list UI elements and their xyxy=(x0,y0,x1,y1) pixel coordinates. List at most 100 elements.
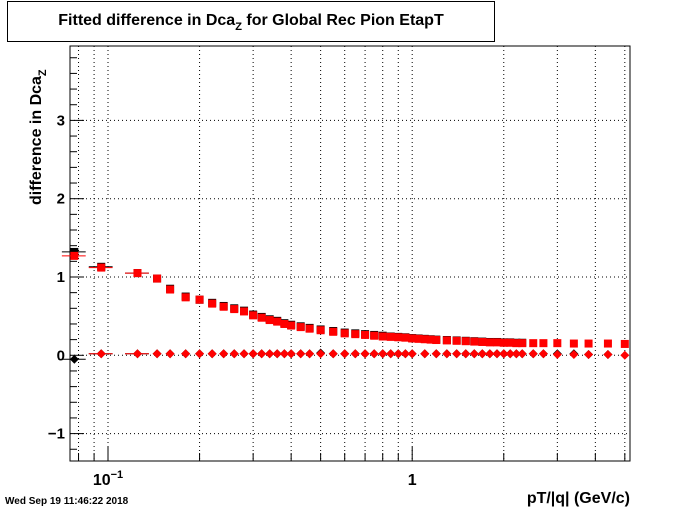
data-point-square xyxy=(378,332,387,341)
data-point-square xyxy=(518,339,527,348)
data-point-square xyxy=(603,339,612,348)
data-point-diamond xyxy=(152,349,162,359)
data-point-diamond xyxy=(477,349,487,359)
data-point-diamond xyxy=(538,349,548,359)
data-point-square xyxy=(361,330,370,339)
data-point-square xyxy=(452,336,461,345)
data-point-diamond xyxy=(431,349,441,359)
data-point-diamond xyxy=(272,349,282,359)
data-point-square xyxy=(506,338,515,347)
data-point-square xyxy=(620,339,629,348)
data-point-square xyxy=(394,333,403,342)
y-tick-label: 0 xyxy=(57,347,65,364)
data-point-square xyxy=(499,338,508,347)
data-point-square xyxy=(351,330,360,339)
data-point-diamond xyxy=(316,349,326,359)
data-point-diamond xyxy=(378,349,388,359)
data-point-square xyxy=(97,263,106,272)
data-point-diamond xyxy=(296,349,306,359)
data-point-diamond xyxy=(393,349,403,359)
data-point-diamond xyxy=(369,349,379,359)
data-point-diamond xyxy=(505,349,515,359)
data-point-square xyxy=(478,337,487,346)
data-point-square xyxy=(492,338,501,347)
data-point-square xyxy=(195,295,204,304)
data-point-square xyxy=(426,335,435,344)
data-point-diamond xyxy=(360,349,370,359)
data-point-diamond xyxy=(407,349,417,359)
data-point-diamond xyxy=(181,349,191,359)
plot-frame xyxy=(69,45,631,462)
data-point-diamond xyxy=(248,349,258,359)
data-point-diamond xyxy=(350,349,360,359)
y-axis-label: difference in DcaZ xyxy=(28,69,49,205)
data-point-diamond xyxy=(461,349,471,359)
data-point-diamond xyxy=(257,349,267,359)
x-axis-label: pT/|q| (GeV/c) xyxy=(526,490,630,507)
data-point-diamond xyxy=(552,350,562,360)
data-point-diamond xyxy=(499,349,509,359)
data-point-square xyxy=(370,331,379,340)
data-point-diamond xyxy=(305,349,315,359)
data-point-square xyxy=(265,316,274,325)
data-point-diamond xyxy=(328,349,338,359)
data-point-diamond xyxy=(219,349,229,359)
data-point-diamond xyxy=(603,350,613,360)
chart-title: Fitted difference in DcaZ for Global Rec… xyxy=(58,12,444,33)
data-point-diamond xyxy=(239,349,249,359)
data-point-square xyxy=(408,334,417,343)
data-point-diamond xyxy=(69,354,79,364)
data-point-diamond xyxy=(165,349,175,359)
data-point-square xyxy=(329,327,338,336)
data-point-diamond xyxy=(584,350,594,360)
data-point-square xyxy=(539,339,548,348)
data-point-diamond xyxy=(492,349,502,359)
y-tick-label: 1 xyxy=(57,269,65,286)
data-point-square xyxy=(166,285,175,294)
data-point-diamond xyxy=(265,349,275,359)
chart-title-box: Fitted difference in DcaZ for Global Rec… xyxy=(7,1,495,42)
data-point-diamond xyxy=(569,350,579,360)
data-point-square xyxy=(401,333,410,342)
data-point-square xyxy=(133,269,142,278)
data-point-square xyxy=(584,339,593,348)
data-point-square xyxy=(230,305,239,314)
data-point-diamond xyxy=(340,349,350,359)
data-point-square xyxy=(470,337,479,346)
data-point-diamond xyxy=(132,349,142,359)
data-point-square xyxy=(208,299,217,308)
data-point-diamond xyxy=(485,349,495,359)
data-point-diamond xyxy=(386,349,396,359)
x-tick-label: 10−1 xyxy=(93,469,123,489)
data-point-diamond xyxy=(279,349,289,359)
data-point-diamond xyxy=(511,349,521,359)
data-point-diamond xyxy=(517,349,527,359)
data-point-square xyxy=(305,324,314,333)
data-point-square xyxy=(442,336,451,345)
data-point-square xyxy=(386,332,395,341)
data-point-square xyxy=(280,319,289,328)
data-point-square xyxy=(414,334,423,343)
data-point-square xyxy=(296,323,305,332)
data-point-square xyxy=(529,339,538,348)
data-point-diamond xyxy=(442,349,452,359)
data-point-square xyxy=(432,336,441,345)
data-point-diamond xyxy=(452,349,462,359)
data-point-diamond xyxy=(528,349,538,359)
data-point-square xyxy=(249,311,258,320)
data-point-diamond xyxy=(400,349,410,359)
data-point-diamond xyxy=(469,349,479,359)
data-point-square xyxy=(257,313,266,322)
data-point-diamond xyxy=(286,349,296,359)
y-tick-label: 3 xyxy=(57,112,65,129)
data-point-diamond xyxy=(207,349,217,359)
data-point-square xyxy=(181,293,190,302)
data-point-square xyxy=(420,335,429,344)
data-point-diamond xyxy=(96,349,106,359)
data-point-square xyxy=(512,339,521,348)
data-point-square xyxy=(219,302,228,311)
data-point-diamond xyxy=(229,349,239,359)
timestamp: Wed Sep 19 11:46:22 2018 xyxy=(5,496,129,507)
data-point-square xyxy=(461,337,470,346)
data-point-square xyxy=(569,339,578,348)
